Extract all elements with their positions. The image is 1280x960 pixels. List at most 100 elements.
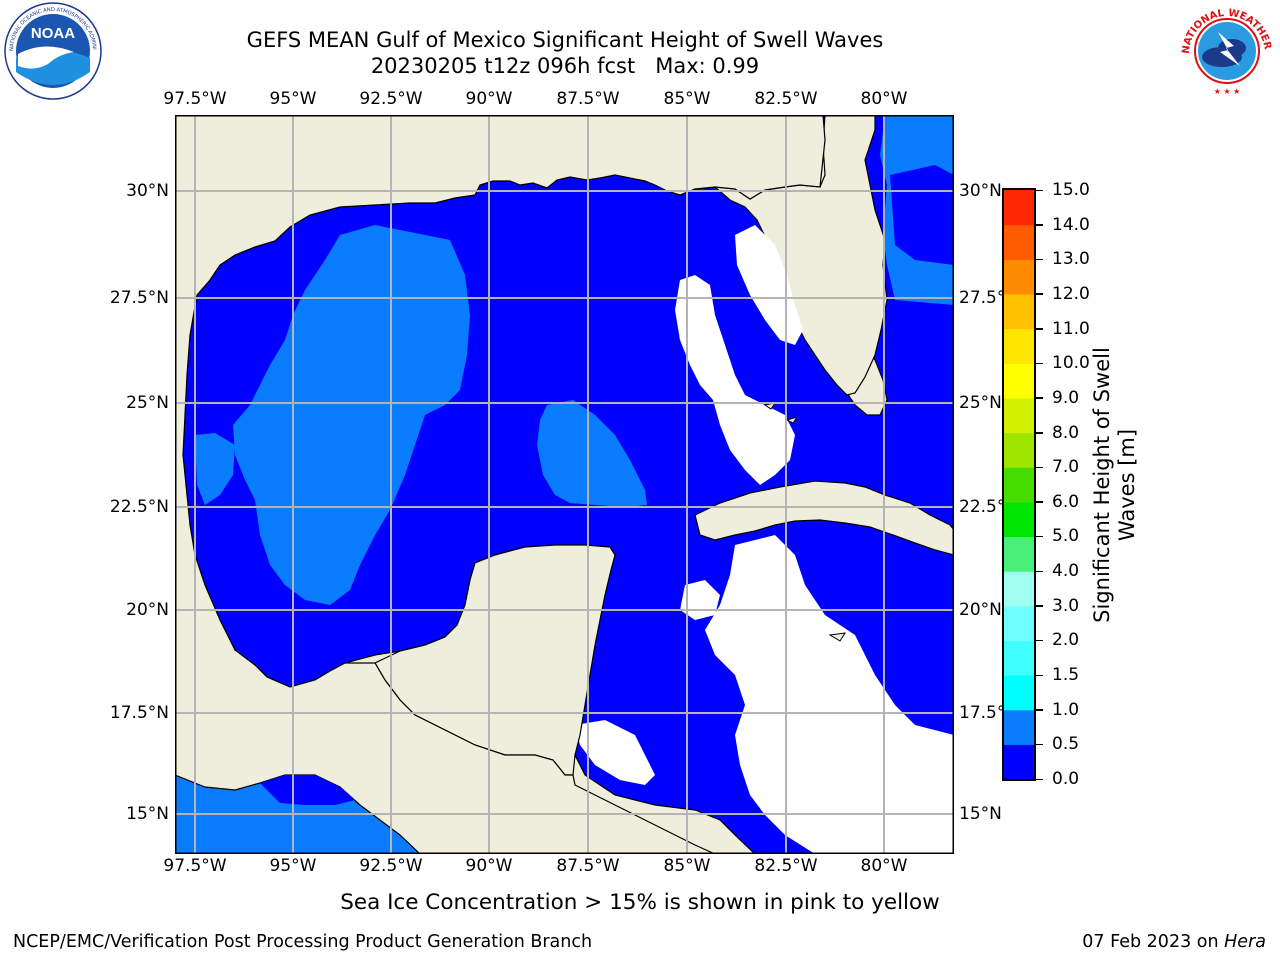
colorbar-tick-mark bbox=[1036, 778, 1043, 780]
colorbar-cell bbox=[1003, 571, 1035, 607]
colorbar-tick-mark bbox=[1036, 189, 1043, 191]
map-title: GEFS MEAN Gulf of Mexico Significant Hei… bbox=[246, 28, 884, 52]
lat-label-right: 30°N bbox=[959, 181, 1002, 201]
colorbar-tick-label: 3.0 bbox=[1052, 595, 1080, 616]
colorbar-tick-label: 10.0 bbox=[1052, 353, 1090, 374]
mexico-mainland bbox=[175, 115, 826, 854]
colorbar-tick-label: 13.0 bbox=[1052, 249, 1090, 270]
colorbar-tick-mark bbox=[1036, 397, 1043, 399]
lon-label-top: 87.5°W bbox=[556, 89, 620, 109]
footer-host: Hera bbox=[1224, 932, 1266, 952]
colorbar-tick-mark bbox=[1036, 639, 1043, 642]
graticule bbox=[175, 115, 954, 854]
colorbar-tick-label: 8.0 bbox=[1052, 422, 1080, 443]
colorbar-tick-label: 14.0 bbox=[1052, 214, 1090, 235]
lon-label-top: 92.5°W bbox=[359, 89, 423, 109]
lat-label-left: 15°N bbox=[126, 804, 169, 824]
nodata-caribbean bbox=[705, 535, 954, 854]
colorbar-tick-label: 7.0 bbox=[1052, 457, 1080, 478]
lat-label-left: 20°N bbox=[126, 600, 169, 620]
colorbar-cell bbox=[1003, 744, 1035, 780]
lat-label-right: 20°N bbox=[959, 600, 1002, 620]
colorbar-cell bbox=[1003, 467, 1035, 503]
nws-logo: NATIONAL WEATHER SERVICE ★ ★ ★ bbox=[1174, 0, 1276, 100]
swell-light-central bbox=[537, 400, 647, 507]
colorbar-title-line2: Waves [m] bbox=[1115, 428, 1139, 542]
cuba bbox=[694, 480, 954, 556]
colorbar-cell bbox=[1003, 293, 1035, 330]
lon-label-bottom: 95°W bbox=[269, 856, 317, 876]
colorbar bbox=[1002, 188, 1036, 781]
lon-label-bottom: 90°W bbox=[465, 856, 513, 876]
lon-label-bottom: 85°W bbox=[663, 856, 711, 876]
colorbar-tick-mark bbox=[1036, 709, 1043, 711]
colorbar-tick-mark bbox=[1036, 328, 1043, 330]
colorbar-tick-mark bbox=[1036, 570, 1043, 573]
lat-label-left: 17.5°N bbox=[109, 703, 169, 723]
colorbar-tick-label: 2.0 bbox=[1052, 630, 1080, 651]
colorbar-tick-label: 9.0 bbox=[1052, 387, 1080, 408]
gulf-map bbox=[175, 115, 954, 854]
colorbar-tick-mark bbox=[1036, 743, 1043, 746]
colorbar-cell bbox=[1003, 190, 1035, 226]
nodata-east-gulf bbox=[675, 275, 795, 485]
footer-date: 07 Feb 2023 on Hera bbox=[1082, 932, 1266, 952]
colorbar-cell bbox=[1003, 432, 1035, 468]
colorbar-tick-mark bbox=[1036, 674, 1043, 677]
lon-label-bottom: 92.5°W bbox=[359, 856, 423, 876]
colorbar-tick-mark bbox=[1036, 501, 1043, 503]
footer-credit: NCEP/EMC/Verification Post Processing Pr… bbox=[13, 932, 593, 952]
colorbar-title: Significant Height of Swell Waves [m] bbox=[1090, 320, 1140, 650]
footer-date-text: 07 Feb 2023 on bbox=[1082, 932, 1225, 952]
lon-label-bottom: 87.5°W bbox=[556, 856, 620, 876]
swell-light-west-edge bbox=[195, 433, 235, 505]
noaa-logo: NOAA NATIONAL OCEANIC AND ATMOSPHERIC AD… bbox=[1, 0, 102, 100]
colorbar-cell bbox=[1003, 259, 1035, 295]
colorbar-title-line1: Significant Height of Swell bbox=[1090, 347, 1114, 623]
colorbar-tick-mark bbox=[1036, 605, 1043, 607]
colorbar-tick-label: 15.0 bbox=[1052, 180, 1090, 200]
colorbar-tick-label: 1.0 bbox=[1052, 699, 1080, 720]
colorbar-tick-label: 6.0 bbox=[1052, 491, 1080, 512]
lon-label-bottom: 97.5°W bbox=[163, 856, 227, 876]
lat-label-right: 15°N bbox=[959, 804, 1002, 824]
colorbar-cell bbox=[1003, 397, 1035, 434]
lat-label-left: 27.5°N bbox=[109, 288, 169, 308]
colorbar-tick-mark bbox=[1036, 258, 1043, 261]
lon-label-bottom: 82.5°W bbox=[754, 856, 818, 876]
colorbar-cell bbox=[1003, 675, 1035, 711]
svg-text:★ ★ ★: ★ ★ ★ bbox=[1214, 87, 1241, 96]
colorbar-tick-label: 0.5 bbox=[1052, 734, 1080, 755]
lon-label-top: 95°W bbox=[269, 89, 317, 109]
nodata-yucatan-east bbox=[575, 720, 655, 785]
svg-text:NOAA: NOAA bbox=[31, 25, 75, 42]
map-subtitle: 20230205 t12z 096h fcst Max: 0.99 bbox=[370, 54, 760, 78]
lon-label-top: 90°W bbox=[465, 89, 513, 109]
colorbar-tick-mark bbox=[1036, 293, 1043, 295]
lon-label-top: 82.5°W bbox=[754, 89, 818, 109]
colorbar-cell bbox=[1003, 536, 1035, 572]
colorbar-tick-label: 4.0 bbox=[1052, 561, 1080, 582]
colorbar-tick-mark bbox=[1036, 535, 1043, 538]
lat-label-left: 25°N bbox=[126, 393, 169, 413]
colorbar-tick-label: 0.0 bbox=[1052, 769, 1080, 789]
colorbar-tick-mark bbox=[1036, 466, 1043, 469]
lon-label-top: 85°W bbox=[663, 89, 711, 109]
colorbar-tick-label: 12.0 bbox=[1052, 283, 1090, 304]
colorbar-tick-mark bbox=[1036, 224, 1043, 226]
colorbar-tick-mark bbox=[1036, 432, 1043, 434]
colorbar-cell bbox=[1003, 328, 1035, 364]
lat-label-right: 25°N bbox=[959, 393, 1002, 413]
colorbar-tick-label: 11.0 bbox=[1052, 318, 1090, 339]
sea-ice-note: Sea Ice Concentration > 15% is shown in … bbox=[340, 890, 940, 915]
colorbar-cell bbox=[1003, 363, 1035, 399]
colorbar-cell bbox=[1003, 709, 1035, 745]
colorbar-cell bbox=[1003, 224, 1035, 260]
lat-label-left: 30°N bbox=[126, 181, 169, 201]
pacific-deep bbox=[260, 775, 355, 805]
lon-label-top: 80°W bbox=[860, 89, 908, 109]
lon-label-bottom: 80°W bbox=[860, 856, 908, 876]
lon-label-top: 97.5°W bbox=[163, 89, 227, 109]
colorbar-tick-label: 5.0 bbox=[1052, 526, 1080, 547]
colorbar-cell bbox=[1003, 640, 1035, 676]
